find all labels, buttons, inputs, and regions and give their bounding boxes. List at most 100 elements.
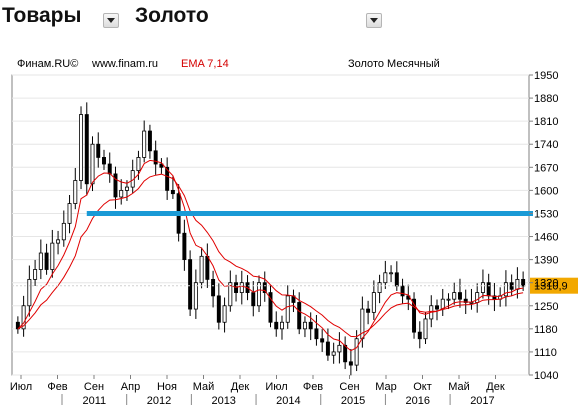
candle-body — [251, 292, 256, 307]
x-tick-label: Мар — [375, 381, 397, 393]
candle-body — [216, 295, 221, 323]
candle-body — [73, 180, 78, 204]
y-tick-label: 1110 — [534, 347, 557, 359]
y-tick-label: 1880 — [534, 93, 558, 105]
candle-body — [21, 305, 26, 330]
x-tick-label: Июл — [10, 381, 32, 393]
year-label: 2014 — [276, 395, 300, 407]
chart-source: Финам.RU© — [17, 58, 79, 70]
instrument-label[interactable]: Золото — [135, 4, 209, 27]
candle-body — [182, 232, 187, 261]
chart-title: Золото Месячный — [348, 58, 440, 70]
chevron-down-icon — [370, 18, 378, 23]
y-tick-label: 1810 — [534, 116, 558, 128]
candle-body — [107, 163, 112, 175]
candle-body — [320, 338, 325, 343]
levels: 1310,9 — [12, 210, 578, 294]
candle-body — [371, 292, 376, 313]
x-tick-label: Сен — [339, 381, 359, 393]
y-tick-label: 1530 — [534, 208, 558, 220]
x-tick-label: Окт — [413, 381, 432, 393]
candle-body — [354, 338, 359, 366]
category-dropdown-button[interactable] — [103, 13, 119, 28]
candle-body — [67, 203, 72, 224]
candlestick-chart[interactable]: 1310,9 195018801810174016701600153014601… — [0, 50, 579, 407]
candle-body — [389, 272, 394, 275]
candle-body — [446, 298, 451, 301]
candle-body — [480, 282, 485, 293]
last-price-label: 1310,9 — [534, 281, 568, 293]
y-tick-label: 1460 — [534, 232, 558, 244]
y-tick-label: 1040 — [534, 370, 558, 382]
candle-body — [96, 143, 101, 158]
candle-body — [348, 361, 353, 366]
y-tick-label: 1670 — [534, 162, 558, 174]
x-tick-label: Дек — [231, 381, 250, 393]
candle-body — [503, 282, 508, 297]
candle-body — [262, 282, 267, 293]
candle-body — [38, 252, 43, 270]
year-label: 2012 — [147, 395, 171, 407]
candle-body — [452, 292, 457, 300]
candle-body — [331, 351, 336, 356]
candle-body — [211, 278, 216, 297]
candle-body — [119, 189, 124, 198]
x-tick-label: Фев — [47, 381, 67, 393]
candle-body — [515, 278, 520, 290]
candle-body — [79, 114, 84, 181]
year-label: 2013 — [211, 395, 235, 407]
chart-indicator: EMA 7,14 — [181, 58, 229, 70]
candle-body — [61, 222, 66, 241]
candle-body — [222, 305, 227, 323]
candle-body — [475, 292, 480, 303]
candles — [15, 102, 526, 376]
candle-body — [325, 341, 330, 356]
x-tick-label: Ноя — [157, 381, 177, 393]
candle-body — [33, 269, 38, 280]
candle-body — [153, 150, 158, 165]
candle-body — [147, 130, 152, 152]
candle-body — [193, 282, 198, 310]
instrument-dropdown-button[interactable] — [366, 13, 382, 28]
y-tick-label: 1740 — [534, 139, 558, 151]
year-label: 2011 — [83, 395, 107, 407]
candle-body — [377, 282, 382, 293]
category-label[interactable]: Товары — [2, 4, 82, 27]
candle-body — [239, 282, 244, 293]
x-tick-label: Май — [448, 381, 470, 393]
candle-body — [268, 292, 273, 323]
year-label: 2016 — [406, 395, 430, 407]
year-label: 2015 — [341, 395, 365, 407]
candle-body — [257, 282, 261, 307]
ema-lines — [17, 159, 524, 352]
candle-body — [366, 308, 371, 313]
y-tick-label: 1180 — [534, 324, 558, 336]
candle-body — [159, 163, 164, 168]
chart-site[interactable]: www.finam.ru — [92, 58, 159, 70]
x-tick-label: Май — [193, 381, 215, 393]
candle-body — [302, 321, 307, 330]
candle-body — [337, 344, 342, 353]
candle-body — [228, 282, 233, 307]
candle-body — [400, 285, 405, 297]
candle-body — [50, 242, 55, 270]
y-axis: 1950 1880 1810 1740 1670 1600 1530 1460 1390 1320… — [529, 70, 558, 382]
candle-body — [274, 321, 279, 330]
candle-body — [102, 157, 106, 165]
candle-body — [188, 259, 193, 310]
candle-body — [280, 321, 284, 330]
candle-body — [343, 344, 348, 363]
x-tick-label: Апр — [121, 381, 140, 393]
candle-body — [113, 173, 118, 198]
candle-body — [412, 298, 417, 333]
candle-body — [297, 302, 302, 330]
candle-body — [136, 157, 141, 172]
candle-body — [165, 166, 170, 191]
candle-body — [383, 272, 388, 284]
candle-body — [84, 114, 89, 185]
y-tick-label: 1390 — [534, 255, 558, 267]
chart-panel: Финам.RU© www.finam.ru EMA 7,14 Золото М… — [0, 50, 579, 407]
last-price-tag — [530, 277, 578, 294]
candle-body — [423, 318, 428, 340]
chevron-down-icon — [107, 18, 115, 23]
